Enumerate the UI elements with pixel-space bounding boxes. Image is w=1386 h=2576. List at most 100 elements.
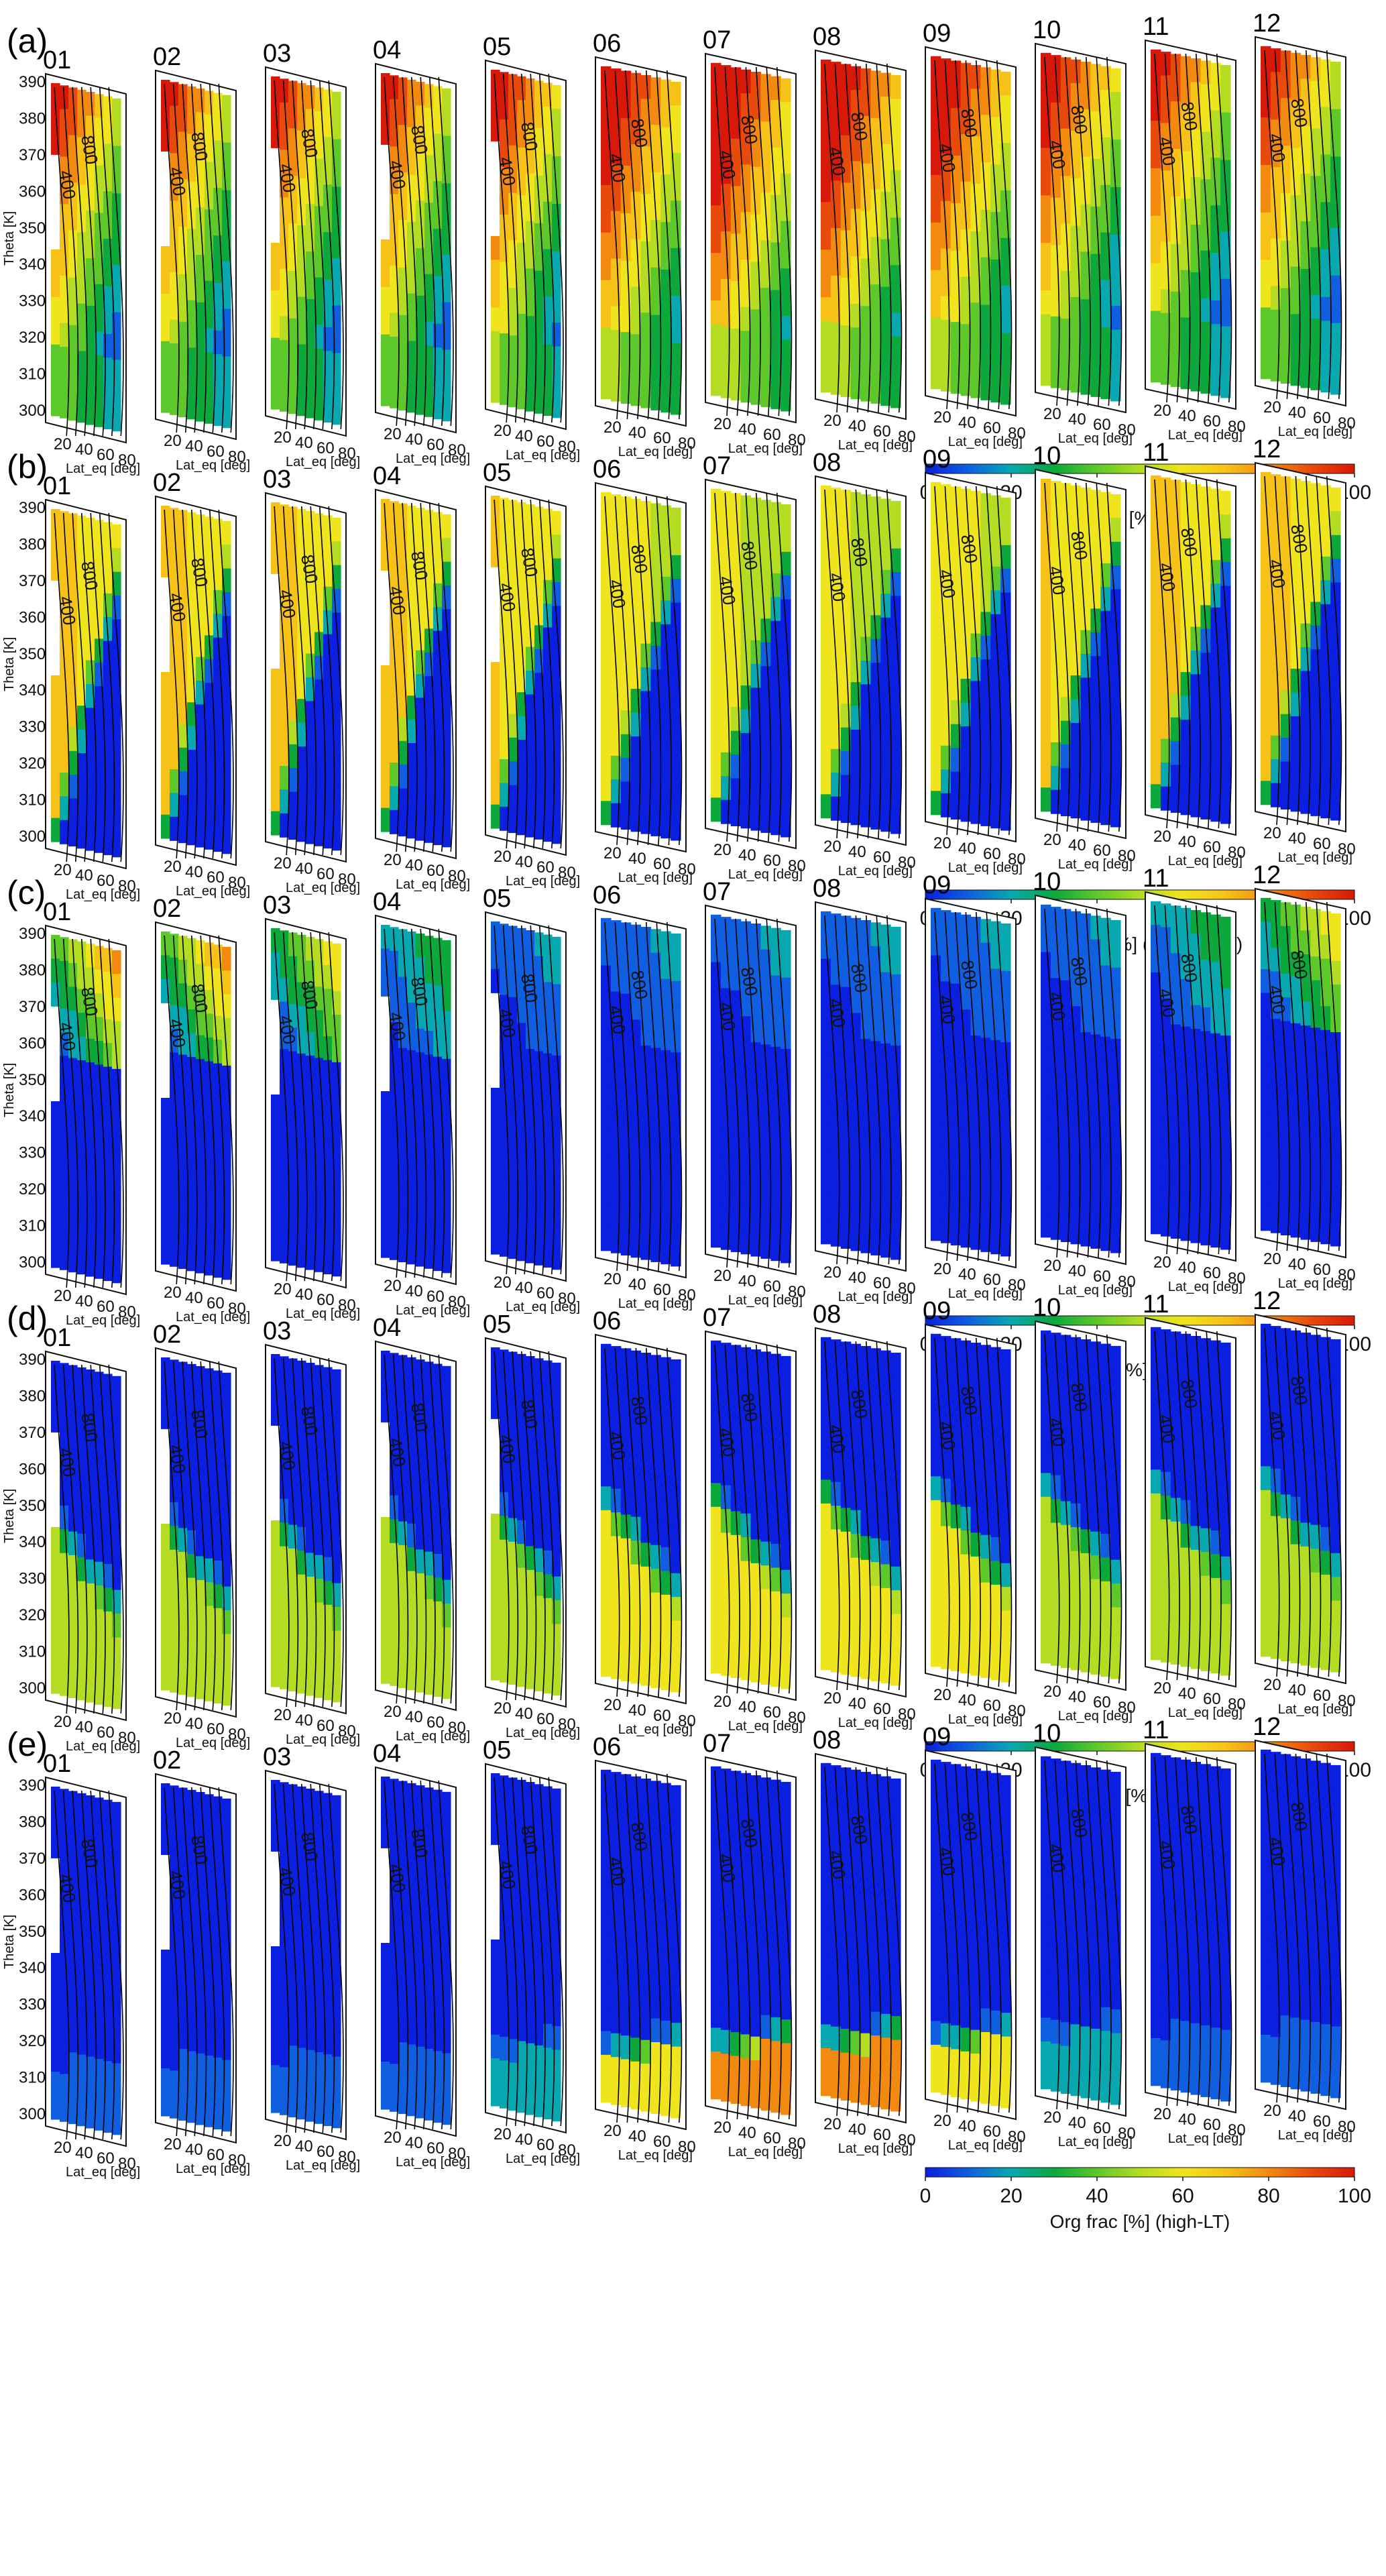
heatmap-cell [950, 936, 962, 960]
heatmap-cell [86, 1133, 95, 1158]
heatmap-cell [1060, 1218, 1072, 1242]
heatmap-cell [730, 138, 742, 163]
x-tick-label: 20 [823, 412, 842, 430]
heatmap-cell [740, 614, 752, 638]
heatmap-cell [1220, 776, 1231, 801]
heatmap-cell [840, 1225, 852, 1249]
x-tick-label: 20 [384, 1277, 402, 1295]
heatmap-cell [931, 341, 941, 366]
heatmap-cell [323, 279, 333, 304]
heatmap-cell [660, 719, 671, 744]
heatmap-cell [890, 360, 901, 385]
heatmap-cell [222, 687, 231, 712]
heatmap-cell [830, 156, 842, 181]
heatmap-cell [1110, 353, 1121, 378]
heatmap-cell [990, 283, 1001, 308]
heatmap-cell [103, 286, 113, 311]
heatmap-cell [1100, 303, 1111, 328]
heatmap-cell [86, 1678, 95, 1703]
heatmap-cell [1270, 1042, 1281, 1067]
heatmap-cell [390, 667, 399, 692]
heatmap-cell [178, 795, 188, 820]
heatmap-cell [1330, 204, 1341, 229]
heatmap-cell [68, 775, 78, 799]
x-tick-label: 20 [1153, 402, 1171, 420]
heatmap-cell [750, 735, 761, 760]
heatmap-cell [170, 1621, 179, 1645]
heatmap-cell [68, 1626, 78, 1651]
heatmap-cell [1190, 319, 1201, 344]
heatmap-cell [534, 176, 544, 200]
heatmap-cell [1080, 748, 1091, 773]
heatmap-cell [830, 1222, 842, 1247]
heatmap-cell [970, 1154, 981, 1179]
heatmap-cell [77, 1676, 86, 1701]
heatmap-cell [205, 280, 214, 305]
heatmap-cell [1170, 172, 1181, 197]
heatmap-cell [526, 694, 535, 719]
heatmap-cell [860, 329, 871, 354]
month-label: 09 [923, 445, 951, 473]
x-axis-label: Lat_eq [deg] [506, 1300, 580, 1314]
heatmap-cell [660, 103, 671, 127]
contour-line [1054, 56, 1070, 406]
contour-line [1196, 53, 1212, 403]
heatmap-cell [760, 382, 771, 407]
heatmap-cell [860, 732, 871, 757]
x-tick-label: 20 [494, 1274, 512, 1292]
heatmap-cell [86, 1369, 95, 1394]
heatmap-cell [1320, 296, 1331, 321]
heatmap-cell [860, 235, 871, 259]
heatmap-cell [870, 1088, 881, 1113]
heatmap-cell [1160, 1212, 1171, 1237]
heatmap-cell [1170, 929, 1181, 954]
contour-line [108, 87, 124, 437]
heatmap-cell [86, 353, 95, 378]
heatmap-cell [950, 84, 962, 109]
heatmap-cell [442, 514, 451, 539]
heatmap-cell [840, 373, 852, 397]
heatmap-cell [77, 800, 86, 825]
heatmap-cell [1110, 1158, 1121, 1182]
heatmap-cell [711, 655, 721, 679]
heatmap-cell [196, 183, 205, 208]
heatmap-cell [103, 405, 113, 430]
heatmap-cell [760, 121, 771, 146]
contour-line [54, 87, 70, 437]
heatmap-cell [821, 533, 831, 557]
heatmap-cell [1300, 221, 1311, 245]
heatmap-cell [870, 663, 881, 687]
x-tick-label: 80 [448, 441, 466, 459]
heatmap-cell [407, 127, 416, 152]
heatmap-cell [890, 99, 901, 123]
heatmap-cell [870, 237, 881, 262]
heatmap-cell [960, 229, 972, 254]
heatmap-cell [161, 719, 170, 744]
heatmap-cell [770, 645, 781, 669]
heatmap-cell [500, 286, 509, 311]
heatmap-cell [1200, 653, 1211, 677]
heatmap-cell [1220, 916, 1231, 941]
heatmap-cell [760, 216, 771, 241]
heatmap-cell [424, 274, 434, 298]
heatmap-cell [95, 331, 104, 356]
heatmap-cell [271, 1615, 280, 1640]
heatmap-cell [416, 272, 425, 296]
heatmap-cell [517, 787, 526, 811]
heatmap-cell [51, 794, 60, 819]
heatmap-cell [760, 737, 771, 762]
heatmap-cell [288, 768, 298, 793]
heatmap-cell [610, 258, 622, 283]
heatmap-cell [880, 1019, 891, 1044]
heatmap-cell [750, 759, 761, 783]
contour-line [1164, 53, 1180, 403]
heatmap-cell [940, 1123, 951, 1148]
heatmap-cell [517, 266, 526, 291]
heatmap-cell [526, 1072, 535, 1097]
heatmap-cell [178, 1197, 188, 1222]
heatmap-cell [314, 939, 324, 964]
heatmap-cell [620, 189, 632, 214]
heatmap-cell [442, 940, 451, 964]
